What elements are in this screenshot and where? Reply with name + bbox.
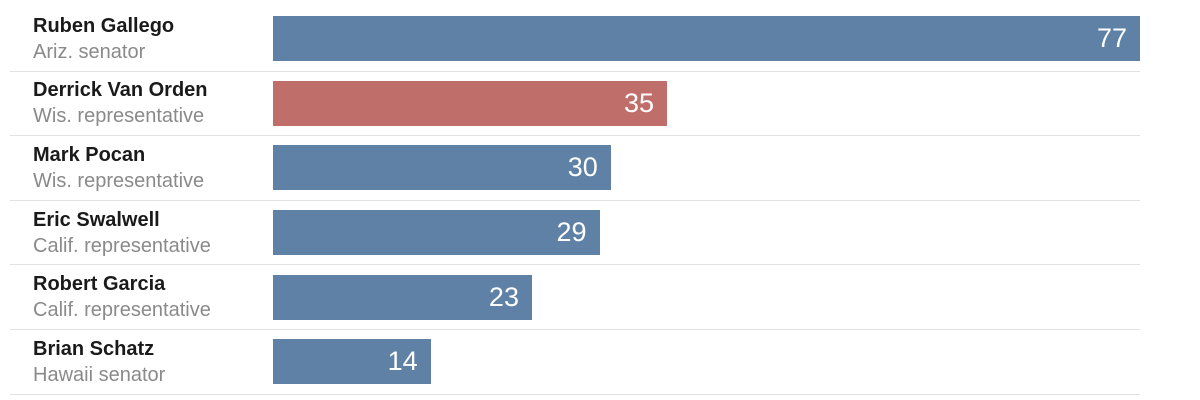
row-label: Mark Pocan Wis. representative [10,142,273,194]
person-role: Hawaii senator [33,363,166,386]
person-name: Eric Swalwell [33,208,160,231]
row-label: Brian Schatz Hawaii senator [10,336,273,388]
bar-value-label: 30 [567,152,598,183]
person-role: Calif. representative [33,299,211,322]
person-name: Ruben Gallego [33,14,175,37]
bar-track: 77 [273,7,1140,71]
person-role: Ariz. senator [33,40,146,63]
chart-row: Brian Schatz Hawaii senator 14 [10,330,1140,395]
person-role: Wis. representative [33,105,205,128]
person-role: Calif. representative [33,234,211,257]
person-name: Mark Pocan [33,143,146,166]
bar: 77 [273,16,1140,62]
bar: 35 [273,80,668,126]
row-label: Derrick Van Orden Wis. representative [10,77,273,129]
person-name: Brian Schatz [33,337,155,360]
row-label: Eric Swalwell Calif. representative [10,207,273,259]
chart-row: Ruben Gallego Ariz. senator 77 [10,7,1140,72]
person-name: Derrick Van Orden [33,79,208,102]
bar: 29 [273,210,600,256]
bar: 23 [273,274,532,320]
row-label: Ruben Gallego Ariz. senator [10,13,273,65]
bar: 30 [273,145,611,191]
bar-value-label: 29 [556,217,587,248]
bar-track: 14 [273,330,1140,394]
chart-row: Robert Garcia Calif. representative 23 [10,265,1140,330]
bar-track: 30 [273,136,1140,200]
bar-value-label: 14 [387,346,418,377]
chart-row: Mark Pocan Wis. representative 30 [10,136,1140,201]
bar: 14 [273,339,431,385]
bar-track: 23 [273,265,1140,329]
person-name: Robert Garcia [33,273,166,296]
person-role: Wis. representative [33,169,205,192]
bar-value-label: 77 [1096,23,1127,54]
bar-value-label: 35 [624,87,655,118]
chart-row: Eric Swalwell Calif. representative 29 [10,201,1140,266]
row-label: Robert Garcia Calif. representative [10,271,273,323]
bar-track: 29 [273,201,1140,265]
bar-track: 35 [273,72,1140,136]
chart-row: Derrick Van Orden Wis. representative 35 [10,72,1140,137]
bar-value-label: 23 [488,281,519,312]
